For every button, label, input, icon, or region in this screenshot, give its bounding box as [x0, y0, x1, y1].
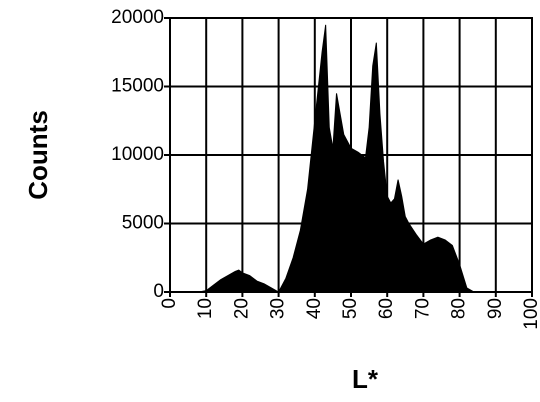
y-tick-label: 20000: [111, 7, 164, 28]
y-axis-title: Counts: [23, 110, 53, 200]
x-axis-title: L*: [352, 364, 379, 394]
x-tick-label: 80: [449, 298, 470, 319]
x-tick-label: 10: [195, 298, 216, 319]
x-tick-label: 60: [376, 298, 397, 319]
x-tick-label: 90: [485, 298, 506, 319]
x-tick-label: 70: [412, 298, 433, 319]
x-tick-label: 40: [304, 298, 325, 319]
x-tick-label: 50: [340, 298, 361, 319]
plot-frame: [169, 17, 533, 293]
x-tick-label: 100: [521, 298, 540, 330]
y-tick-label: 5000: [122, 213, 164, 234]
y-tick-label: 0: [153, 281, 164, 302]
y-tick-label: 15000: [111, 76, 164, 97]
x-tick-label: 0: [159, 298, 180, 309]
x-tick-label: 20: [231, 298, 252, 319]
y-tick-label: 10000: [111, 144, 164, 165]
x-tick-label: 30: [268, 298, 289, 319]
